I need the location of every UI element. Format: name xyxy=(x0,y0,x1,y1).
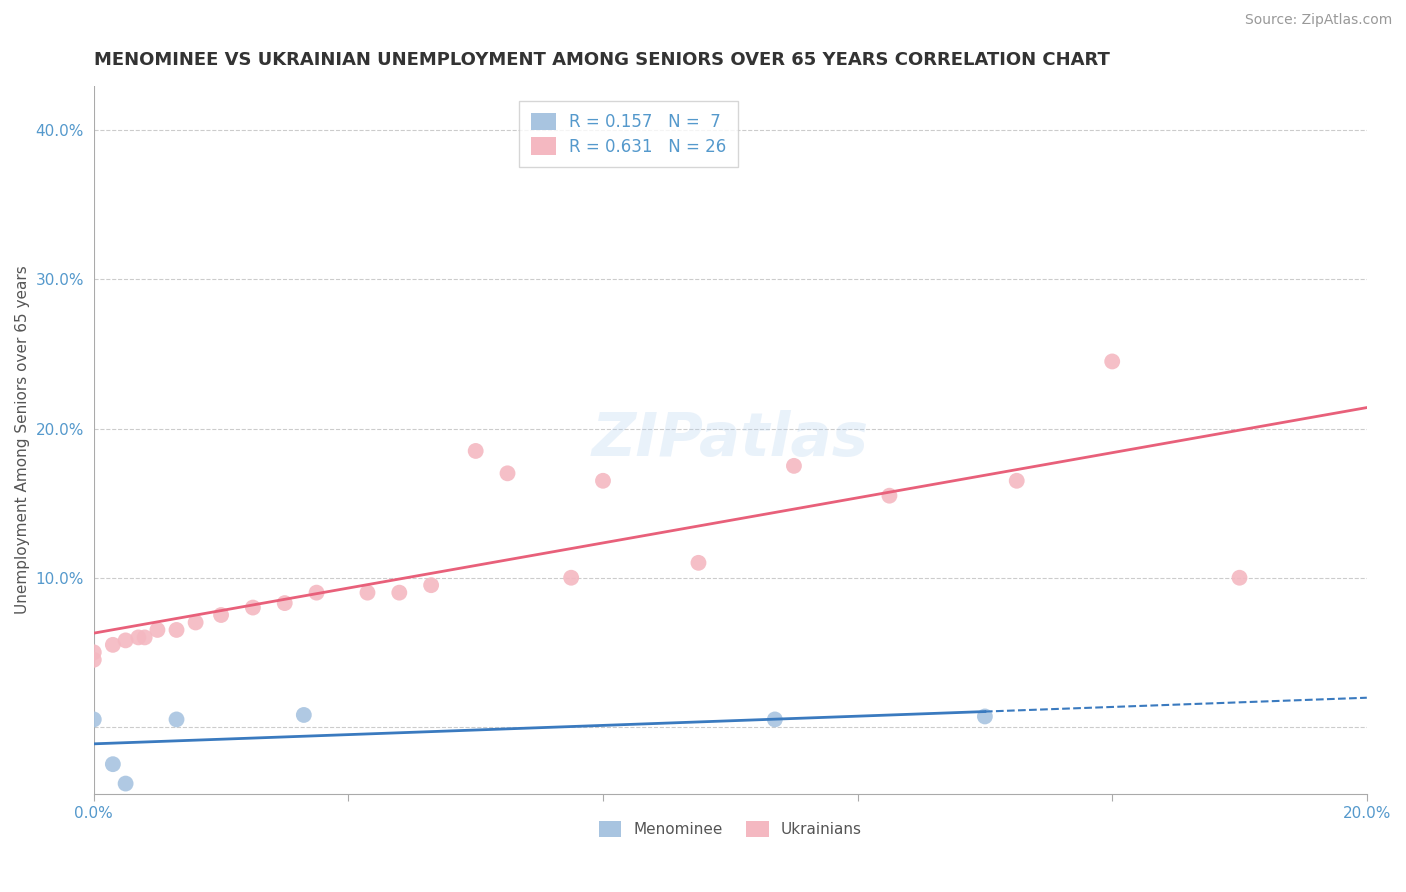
Text: ZIPatlas: ZIPatlas xyxy=(592,410,869,469)
Point xyxy=(1005,474,1028,488)
Point xyxy=(127,631,149,645)
Point xyxy=(592,474,614,488)
Point xyxy=(560,571,582,585)
Point xyxy=(879,489,901,503)
Point xyxy=(209,607,232,622)
Point xyxy=(688,556,710,570)
Point xyxy=(134,631,156,645)
Point xyxy=(1101,354,1123,368)
Point xyxy=(356,585,378,599)
Point xyxy=(184,615,207,630)
Point xyxy=(305,585,328,599)
Point xyxy=(146,623,169,637)
Point xyxy=(388,585,411,599)
Point xyxy=(242,600,264,615)
Point xyxy=(166,713,188,727)
Point xyxy=(496,467,519,481)
Point xyxy=(292,708,315,723)
Point xyxy=(83,653,105,667)
Point xyxy=(114,776,136,790)
Point xyxy=(83,713,105,727)
Point xyxy=(763,713,786,727)
Point xyxy=(101,638,124,652)
Point xyxy=(420,578,443,592)
Point xyxy=(101,757,124,772)
Point xyxy=(783,458,806,473)
Point xyxy=(274,596,297,610)
Point xyxy=(166,623,188,637)
Legend: Menominee, Ukrainians: Menominee, Ukrainians xyxy=(592,815,868,843)
Point xyxy=(114,633,136,648)
Text: Source: ZipAtlas.com: Source: ZipAtlas.com xyxy=(1244,13,1392,28)
Point xyxy=(83,645,105,659)
Text: MENOMINEE VS UKRAINIAN UNEMPLOYMENT AMONG SENIORS OVER 65 YEARS CORRELATION CHAR: MENOMINEE VS UKRAINIAN UNEMPLOYMENT AMON… xyxy=(94,51,1109,69)
Point xyxy=(973,709,995,723)
Point xyxy=(464,444,486,458)
Y-axis label: Unemployment Among Seniors over 65 years: Unemployment Among Seniors over 65 years xyxy=(15,266,30,614)
Point xyxy=(1229,571,1251,585)
